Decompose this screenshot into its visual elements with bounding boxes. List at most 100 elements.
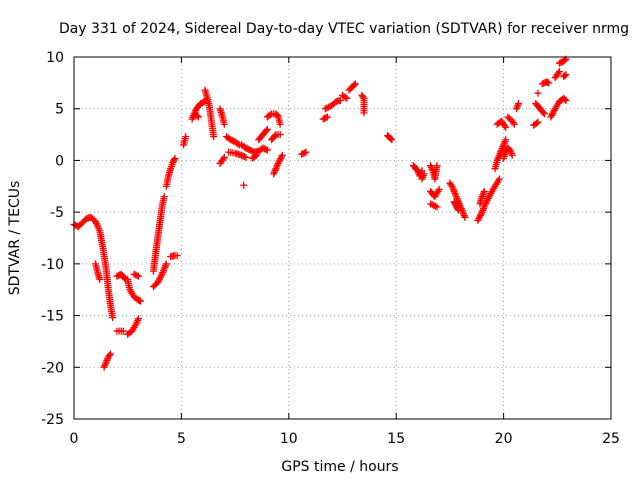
- data-points: [70, 55, 570, 371]
- data-point: [495, 175, 503, 183]
- y-tick-label: -10: [41, 257, 64, 273]
- data-point: [251, 152, 259, 160]
- data-point: [263, 125, 271, 133]
- axis-ticks: 0 5 10 15 20 25 -25 -20 -15 -10 -5 0 5 10: [41, 50, 620, 447]
- data-point: [433, 203, 441, 211]
- y-tick-label: 0: [55, 153, 64, 169]
- x-tick-label: 0: [70, 431, 79, 447]
- data-point: [240, 153, 248, 161]
- data-point: [351, 80, 359, 88]
- data-point: [107, 350, 115, 358]
- data-point: [162, 260, 170, 268]
- data-point: [325, 103, 333, 111]
- x-tick-label: 10: [280, 431, 298, 447]
- data-point: [137, 297, 145, 305]
- data-point: [461, 213, 469, 221]
- data-point: [182, 133, 190, 141]
- data-point: [435, 185, 443, 193]
- data-point: [433, 162, 441, 170]
- data-point: [120, 274, 128, 282]
- data-point: [554, 69, 562, 77]
- data-point: [515, 100, 523, 108]
- plot-frame: [73, 56, 612, 420]
- data-point: [510, 120, 518, 128]
- data-point: [341, 93, 349, 101]
- data-point: [271, 132, 279, 140]
- data-point: [454, 205, 462, 213]
- data-point: [301, 149, 309, 157]
- data-point: [170, 156, 178, 164]
- data-point: [420, 170, 428, 178]
- data-point: [119, 327, 127, 335]
- data-point: [240, 181, 248, 189]
- data-point: [534, 89, 542, 97]
- data-point: [545, 79, 553, 87]
- data-point: [220, 153, 228, 161]
- data-point: [276, 131, 284, 139]
- data-point: [262, 145, 270, 153]
- data-point: [322, 114, 330, 122]
- data-point: [454, 206, 462, 214]
- data-point: [539, 109, 547, 117]
- x-tick-label: 25: [602, 431, 620, 447]
- x-tick-label: 20: [495, 431, 513, 447]
- data-point: [220, 120, 228, 128]
- data-point: [133, 272, 141, 280]
- data-point: [360, 109, 368, 117]
- data-point: [323, 104, 331, 112]
- data-point: [540, 110, 548, 118]
- data-point: [105, 351, 113, 359]
- data-point: [479, 191, 487, 199]
- data-point: [134, 272, 142, 280]
- data-point: [562, 96, 570, 104]
- data-point: [430, 201, 438, 209]
- data-point: [534, 118, 542, 126]
- data-point: [501, 122, 509, 130]
- data-point: [509, 119, 517, 127]
- data-point: [350, 81, 358, 89]
- data-point: [477, 210, 485, 218]
- data-point: [134, 315, 142, 323]
- data-point: [502, 123, 510, 131]
- data-point: [234, 140, 242, 148]
- y-tick-label: 10: [46, 50, 64, 66]
- y-tick-label: 5: [55, 102, 64, 118]
- data-point: [323, 113, 331, 121]
- y-tick-label: -25: [41, 412, 64, 428]
- data-point: [195, 113, 203, 121]
- data-point: [514, 101, 522, 109]
- data-point: [336, 96, 344, 104]
- x-tick-label: 5: [177, 431, 186, 447]
- data-point: [263, 146, 271, 154]
- data-point: [561, 72, 569, 80]
- data-point: [533, 119, 541, 127]
- data-point: [242, 153, 250, 161]
- y-tick-label: -20: [41, 360, 64, 376]
- data-point: [555, 67, 563, 75]
- data-point: [210, 133, 218, 141]
- data-point: [273, 111, 281, 119]
- chart-title: Day 331 of 2024, Sidereal Day-to-day VTE…: [59, 21, 629, 37]
- data-point: [266, 111, 274, 119]
- data-point: [276, 120, 284, 128]
- data-point: [388, 136, 396, 144]
- y-tick-label: -5: [50, 205, 64, 221]
- y-tick-label: -15: [41, 309, 64, 325]
- data-point: [508, 151, 516, 159]
- data-point: [96, 275, 104, 283]
- data-point: [427, 200, 435, 208]
- data-point: [343, 94, 351, 102]
- data-point: [157, 272, 165, 280]
- data-point: [173, 252, 181, 260]
- data-point: [171, 154, 179, 162]
- data-point: [428, 201, 436, 209]
- data-point: [321, 105, 329, 113]
- data-point: [480, 187, 488, 195]
- data-point: [502, 136, 510, 144]
- data-point: [253, 151, 261, 159]
- data-point: [160, 193, 168, 201]
- data-point: [431, 202, 439, 210]
- data-point: [387, 135, 395, 143]
- grid-lines: [74, 57, 611, 419]
